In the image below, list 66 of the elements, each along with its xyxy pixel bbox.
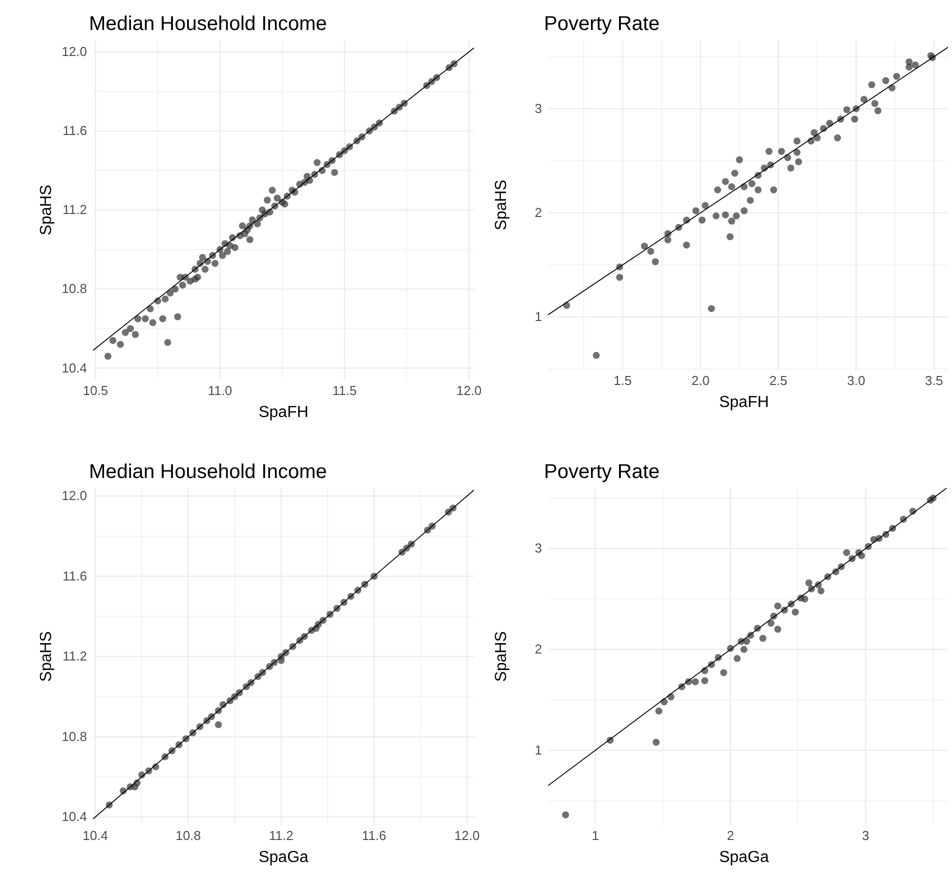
point (131, 783, 138, 790)
x-tick-label: 3.5 (924, 373, 944, 388)
x-tick-label: 1.5 (614, 373, 632, 388)
x-tick-label: 3 (862, 828, 870, 844)
point (759, 634, 766, 642)
point (278, 657, 285, 664)
chart-title: Median Household Income (89, 461, 327, 483)
x-tick-label: 1 (592, 828, 599, 844)
x-axis-title: SpaGa (719, 849, 770, 866)
y-tick-label: 1 (534, 742, 542, 758)
chart-title: Poverty Rate (544, 461, 660, 483)
point (734, 655, 741, 662)
point (652, 738, 660, 746)
point (692, 678, 699, 686)
y-tick-label: 3 (534, 540, 542, 556)
y-tick-label: 10.8 (62, 728, 87, 744)
x-axis-title: SpaGa (258, 849, 309, 866)
point (774, 626, 782, 633)
point (792, 608, 799, 616)
point (743, 638, 750, 645)
x-tick-label: 11.0 (208, 383, 232, 398)
chart-title: Median Household Income (89, 13, 327, 35)
point (655, 707, 662, 714)
x-tick-label: 11.6 (362, 828, 386, 844)
point (701, 677, 708, 684)
x-tick-label: 11.2 (269, 828, 294, 844)
x-axis-title: SpaFH (258, 404, 308, 421)
y-tick-label: 11.2 (62, 202, 87, 218)
x-tick-label: 12.0 (456, 383, 482, 398)
x-tick-label: 10.4 (82, 828, 108, 844)
point (774, 602, 782, 610)
y-axis-title: SpaHS (38, 184, 55, 236)
x-tick-label: 2.5 (769, 373, 788, 388)
y-tick-label: 11.6 (62, 123, 87, 138)
y-tick-label: 2 (534, 642, 542, 657)
point (740, 646, 748, 653)
x-tick-label: 2 (726, 828, 734, 844)
point (767, 620, 774, 627)
x-tick-label: 12.0 (454, 828, 480, 844)
point (805, 579, 812, 586)
x-tick-label: 10.8 (176, 828, 201, 844)
chart-title: Poverty Rate (544, 13, 660, 35)
y-tick-label: 12.0 (62, 44, 87, 60)
point (720, 669, 728, 676)
point (801, 595, 808, 602)
x-tick-label: 3.0 (847, 373, 866, 388)
point (562, 811, 570, 818)
y-tick-label: 12.0 (62, 488, 87, 504)
point (843, 549, 850, 556)
x-tick-label: 2.0 (691, 373, 710, 388)
x-tick-label: 10.5 (82, 383, 108, 398)
y-axis-title: SpaHS (493, 631, 510, 682)
y-tick-label: 10.8 (62, 281, 87, 296)
y-tick-label: 11.6 (62, 568, 87, 584)
y-axis-title: SpaHS (38, 631, 55, 682)
point (214, 721, 222, 728)
y-tick-label: 10.4 (62, 360, 87, 376)
x-tick-label: 11.5 (332, 383, 357, 398)
y-tick-label: 10.4 (62, 809, 87, 824)
x-axis-title: SpaFH (719, 394, 769, 411)
y-tick-label: 11.2 (62, 648, 87, 664)
y-tick-label: 3 (534, 100, 542, 116)
y-axis-title: SpaHS (493, 180, 510, 230)
point (817, 587, 824, 594)
y-tick-label: 1 (534, 309, 542, 324)
y-tick-label: 2 (534, 204, 542, 220)
